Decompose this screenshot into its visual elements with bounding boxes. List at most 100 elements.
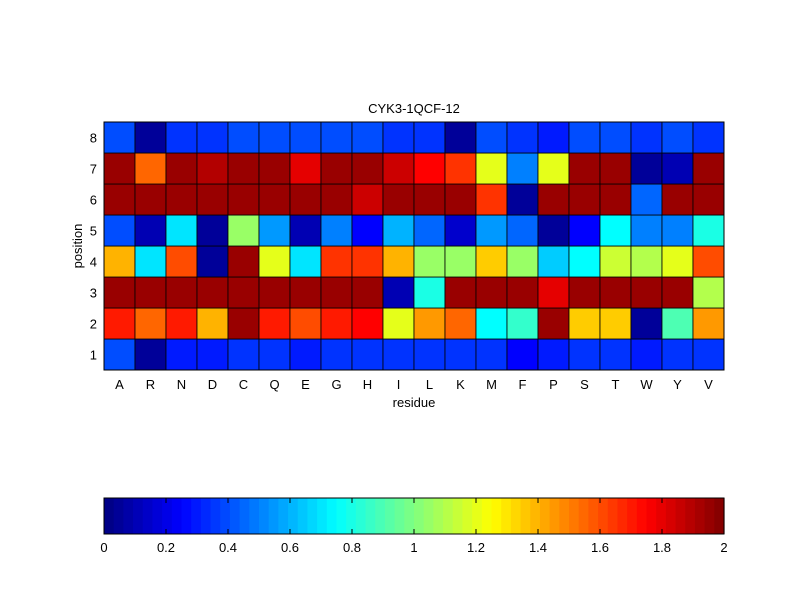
colorbar-segment (559, 498, 570, 534)
heatmap-cell (134, 276, 167, 309)
heatmap-cell (320, 307, 353, 340)
heatmap-cell (227, 152, 260, 185)
colorbar-segment (181, 498, 192, 534)
colorbar-segment (162, 498, 173, 534)
heatmap-cell (289, 307, 322, 340)
heatmap-cell (103, 152, 136, 185)
heatmap-cell (413, 214, 446, 247)
heatmap-cell (661, 121, 694, 154)
chart-title: CYK3-1QCF-12 (368, 101, 460, 116)
colorbar-segment (598, 498, 609, 534)
heatmap-cell (692, 214, 725, 247)
heatmap-cell (134, 152, 167, 185)
x-tick-label: M (486, 377, 497, 392)
heatmap-cell (351, 338, 384, 371)
heatmap-cell (134, 121, 167, 154)
colorbar-segment (307, 498, 318, 534)
heatmap-cell (227, 245, 260, 278)
colorbar-tick-labels: 0 0.2 0.4 0.6 0.8 1 1.2 1.4 1.6 1.8 2 (100, 498, 728, 555)
colorbar-tick-label: 1.2 (467, 540, 485, 555)
heatmap-cell (475, 338, 508, 371)
colorbar-segment (355, 498, 367, 534)
heatmap-cell (289, 183, 322, 216)
heatmap-cell (103, 307, 136, 340)
colorbar-tick-label: 1 (410, 540, 417, 555)
colorbar-segment (384, 498, 396, 534)
y-tick-label: 5 (90, 224, 97, 239)
x-tick-label: T (612, 377, 620, 392)
colorbar-segment (646, 498, 657, 534)
heatmap-cell (165, 276, 198, 309)
heatmap-cell (475, 121, 508, 154)
heatmap-cell (351, 121, 384, 154)
colorbar-tick-label: 1.4 (529, 540, 547, 555)
colorbar-tick-label: 1.6 (591, 540, 609, 555)
heatmap-cell (258, 307, 291, 340)
colorbar-segment (229, 498, 241, 534)
heatmap-cell (258, 121, 291, 154)
heatmap-cell (537, 121, 570, 154)
colorbar-segment (685, 498, 696, 534)
colorbar-segment (414, 498, 425, 534)
colorbar-segment (365, 498, 376, 534)
x-tick-label: S (580, 377, 589, 392)
heatmap-cell (134, 183, 167, 216)
x-tick-label: V (704, 377, 713, 392)
heatmap-cell (537, 245, 570, 278)
colorbar-segment (452, 498, 464, 534)
heatmap-cell (134, 245, 167, 278)
heatmap-cell (351, 152, 384, 185)
x-tick-label: E (301, 377, 310, 392)
heatmap-cell (537, 214, 570, 247)
colorbar-segment (656, 498, 667, 534)
heatmap-cell (692, 307, 725, 340)
x-tick-label: F (519, 377, 527, 392)
heatmap-cell (227, 276, 260, 309)
heatmap-cell (320, 276, 353, 309)
heatmap-cell (258, 338, 291, 371)
heatmap-cell (506, 121, 539, 154)
heatmap-cell (320, 183, 353, 216)
x-tick-label: C (239, 377, 248, 392)
heatmap-cell (382, 183, 415, 216)
heatmap-cell (444, 276, 477, 309)
heatmap-cell (692, 338, 725, 371)
heatmap-cell (599, 183, 632, 216)
heatmap-cell (537, 276, 570, 309)
colorbar-tick-label: 0 (100, 540, 107, 555)
x-tick-label: R (146, 377, 155, 392)
colorbar-segment (239, 498, 250, 534)
heatmap-cell (382, 276, 415, 309)
heatmap-cell (475, 214, 508, 247)
colorbar-segment (336, 498, 347, 534)
x-axis-label: residue (393, 395, 436, 410)
heatmap-cell (382, 307, 415, 340)
colorbar-segment (142, 498, 154, 534)
x-tick-label: H (363, 377, 372, 392)
colorbar-segment (249, 498, 260, 534)
colorbar-segment (268, 498, 279, 534)
x-tick-label: P (549, 377, 558, 392)
colorbar-segment (627, 498, 638, 534)
colorbar-segment (288, 498, 299, 534)
colorbar-segment (200, 498, 212, 534)
heatmap-cell (134, 214, 167, 247)
heatmap-cell (661, 152, 694, 185)
heatmap-cell (165, 307, 198, 340)
heatmap-cell (196, 245, 229, 278)
colorbar-segment (317, 498, 328, 534)
heatmap-cell (165, 214, 198, 247)
colorbar-segment (462, 498, 473, 534)
heatmap-cell (599, 121, 632, 154)
heatmap-cell (630, 152, 663, 185)
colorbar-segment (636, 498, 648, 534)
heatmap-cell (320, 152, 353, 185)
heatmap-cell (258, 214, 291, 247)
heatmap-cell (258, 276, 291, 309)
y-axis-label: position (70, 224, 85, 269)
heatmap-cell (134, 307, 167, 340)
y-tick-label: 2 (90, 317, 97, 332)
heatmap-cell (506, 245, 539, 278)
x-tick-label: K (456, 377, 465, 392)
heatmap-cell (227, 121, 260, 154)
